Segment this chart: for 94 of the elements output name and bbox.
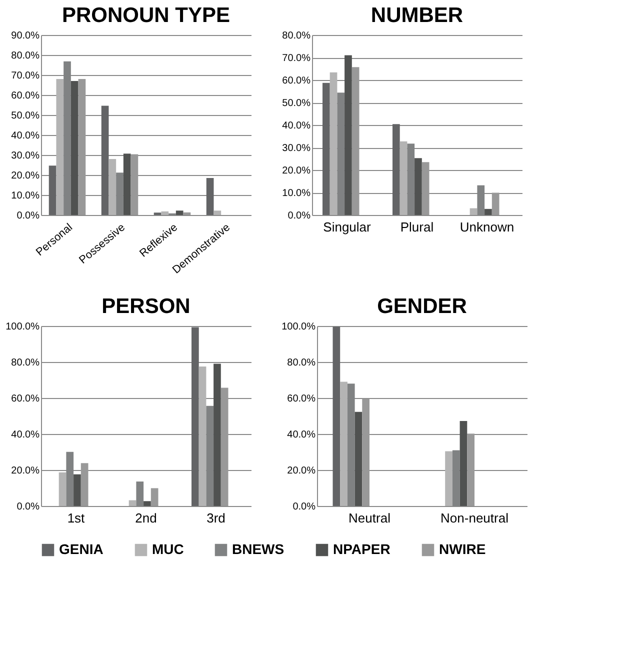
y-tick-label: 0.0% [16,502,40,512]
bar [161,211,169,215]
y-tick-label: 20.0% [287,466,316,476]
y-tick-label: 80.0% [11,50,40,62]
bar [340,382,348,506]
y-tick-label: 60.0% [287,394,316,404]
y-tick-label: 90.0% [11,30,40,42]
bar [214,364,221,506]
bar [101,106,109,215]
bar [192,327,199,506]
y-tick-label: 100.0% [282,322,316,332]
bar [183,212,191,215]
chart-title: PRONOUN TYPE [62,4,230,27]
y-tick-label: 80.0% [287,358,316,368]
y-tick-label: 0.0% [288,210,311,222]
bar [128,500,136,506]
chart-title: GENDER [377,295,467,318]
bar [344,55,352,215]
bar [206,406,214,506]
bar [460,421,468,506]
legend-label: NPAPER [333,541,390,557]
bar [330,72,338,215]
x-tick-label: Singular [323,220,372,234]
bar [322,82,330,215]
y-tick-label: 70.0% [11,70,40,82]
bar [470,208,478,215]
y-tick-label: 50.0% [282,98,311,109]
bar [58,472,66,506]
bar [176,210,184,215]
bar [74,474,81,506]
bar [150,488,158,506]
chart-title: PERSON [102,295,190,318]
bar [484,208,492,215]
y-tick-label: 10.0% [11,190,40,202]
bar [452,450,460,506]
y-tick-label: 60.0% [282,76,311,86]
y-tick-label: 0.0% [292,502,316,512]
bar [362,398,370,506]
bar [354,412,362,506]
y-tick-label: 30.0% [282,143,311,154]
bar [78,79,86,215]
bar [108,159,116,215]
bar [130,154,138,215]
x-tick-label: Neutral [348,510,391,526]
bar [48,166,56,215]
y-tick-label: 40.0% [11,130,40,142]
x-tick-label: Non-neutral [440,510,509,526]
x-tick-label: 1st [67,510,86,526]
x-tick-label: 2nd [135,510,157,526]
y-tick-label: 30.0% [11,150,40,162]
y-tick-label: 20.0% [11,170,40,182]
legend-label: GENIA [59,541,104,557]
bar [214,210,222,215]
bar [206,178,214,215]
bar [337,92,345,215]
bar [80,463,88,506]
bar [56,79,64,215]
x-tick-label: Unknown [460,220,514,234]
y-tick-label: 40.0% [287,430,316,440]
y-tick-label: 80.0% [11,358,40,368]
y-tick-label: 20.0% [282,166,311,176]
bar [445,451,452,506]
bar [116,172,124,215]
bar [352,67,360,215]
y-tick-label: 100.0% [6,322,40,332]
legend-label: BNEWS [232,541,284,557]
legend-label: MUC [152,541,184,557]
chart-title: NUMBER [370,4,464,27]
bar [136,482,144,506]
y-tick-label: 60.0% [11,90,40,102]
bar [492,192,500,215]
bar [392,124,400,215]
bar [332,326,340,506]
y-tick-label: 60.0% [11,394,40,404]
x-tick-label: 3rd [206,510,226,526]
legend-label: NWIRE [439,541,486,557]
y-tick-label: 10.0% [282,188,311,199]
y-tick-label: 40.0% [11,430,40,440]
y-tick-label: 80.0% [282,30,311,42]
y-tick-label: 20.0% [11,466,40,476]
bar [400,141,408,215]
x-tick-label: Plural [400,220,434,234]
y-tick-label: 70.0% [282,53,311,64]
y-tick-label: 50.0% [11,110,40,122]
bar [70,81,78,215]
bar [220,388,228,506]
bar [467,434,474,506]
bar [198,366,206,506]
bar [422,162,430,215]
y-tick-label: 0.0% [16,210,40,222]
y-tick-label: 40.0% [282,120,311,132]
bar [414,158,422,215]
bar [123,154,131,215]
bar [144,501,151,506]
